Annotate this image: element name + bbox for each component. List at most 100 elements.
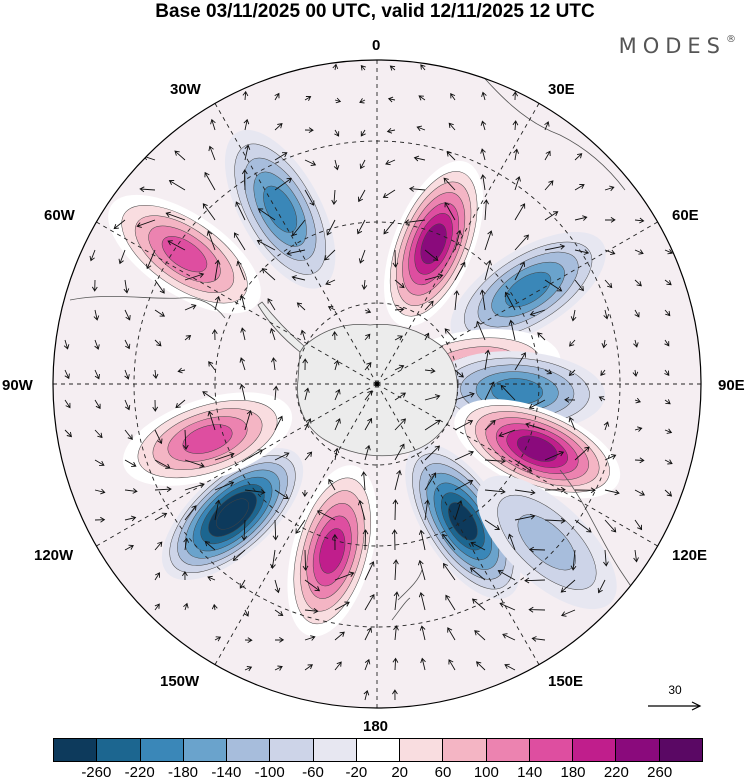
colorbar-tick-label: 140 <box>517 764 543 781</box>
wind-arrow <box>446 151 456 161</box>
wind-arrow <box>564 397 576 403</box>
wind-arrow <box>484 458 506 464</box>
wind-arrow <box>568 416 576 431</box>
wind-arrow <box>447 627 456 641</box>
wind-arrow <box>274 489 289 499</box>
wind-arrow <box>274 92 280 101</box>
colorbar-tick-label: 20 <box>391 764 408 781</box>
wind-arrow <box>124 488 138 494</box>
lon-label-0: 0 <box>372 37 381 54</box>
wind-arrow <box>634 279 642 287</box>
wind-arrow <box>448 659 456 671</box>
meridian-line <box>376 221 658 385</box>
wind-arrow <box>601 339 608 349</box>
wind-arrow <box>207 575 216 582</box>
south-america-outline <box>69 295 226 319</box>
wind-arrow <box>241 169 248 191</box>
wind-arrow <box>304 664 313 671</box>
wind-arrow <box>392 249 399 268</box>
colorbar-tick-label: -220 <box>124 764 155 781</box>
wind-arrow <box>633 549 639 563</box>
wind-arrow <box>386 127 396 134</box>
wind-arrow <box>273 385 279 401</box>
wind-arrow <box>295 519 306 534</box>
wind-arrow <box>94 429 103 439</box>
wind-arrow <box>236 260 246 281</box>
wind-arrow <box>239 579 246 589</box>
wind-arrow <box>634 217 645 224</box>
lon-label-60e: 60E <box>672 207 699 224</box>
wind-arrow <box>504 663 516 671</box>
wind-arrow <box>302 549 309 571</box>
wind-arrow <box>391 529 398 551</box>
wind-arrow <box>244 637 253 643</box>
map-border <box>52 59 702 709</box>
wind-arrow <box>603 549 609 567</box>
lon-label-150w: 150W <box>160 673 200 690</box>
wind-arrow <box>417 559 426 581</box>
lon-label-90w: 90W <box>2 377 33 394</box>
wind-arrow <box>357 499 366 521</box>
wind-arrow <box>544 243 566 251</box>
wind-arrow <box>481 91 487 101</box>
wind-arrow <box>470 541 486 551</box>
wind-arrow <box>356 219 366 235</box>
wind-arrow <box>383 219 396 235</box>
wind-arrow <box>94 516 106 523</box>
wind-arrow <box>154 459 171 469</box>
anomaly-center-9 <box>108 194 261 314</box>
wind-arrow <box>272 519 279 541</box>
wind-arrow <box>507 533 516 551</box>
wind-arrow <box>332 63 339 71</box>
wind-arrow <box>146 249 156 270</box>
wind-arrow <box>633 339 639 348</box>
wind-arrow <box>184 459 205 468</box>
wind-arrow <box>364 593 375 611</box>
wind-vectors <box>63 63 673 701</box>
map-title: Base 03/11/2025 00 UTC, valid 12/11/2025… <box>155 1 595 22</box>
wind-arrow <box>267 298 276 311</box>
colorbar-swatch-8 <box>400 739 444 761</box>
wind-arrow <box>274 637 285 643</box>
wind-arrow <box>498 429 516 438</box>
wind-arrow <box>214 259 221 281</box>
wind-arrow <box>211 603 218 611</box>
meridian-line <box>96 383 378 547</box>
wind-arrow <box>94 488 106 495</box>
wind-arrow <box>484 230 493 251</box>
lon-label-180: 180 <box>363 718 389 735</box>
wind-arrow <box>274 609 284 616</box>
wind-arrow <box>574 279 584 292</box>
wind-arrow <box>364 362 372 371</box>
wind-arrow <box>274 123 283 131</box>
wind-arrow <box>512 91 519 101</box>
colorbar-tick-label: -140 <box>211 764 242 781</box>
wind-arrow <box>512 120 519 131</box>
meridian-line <box>214 383 378 665</box>
wind-arrow <box>175 399 186 409</box>
wind-arrow <box>444 328 456 341</box>
wind-arrow <box>479 289 486 311</box>
wind-arrow <box>389 65 396 71</box>
wind-arrow <box>394 279 405 289</box>
lon-label-150e: 150E <box>548 673 584 690</box>
wind-arrow <box>484 519 500 530</box>
wind-arrow <box>664 279 672 286</box>
wind-arrow <box>544 121 550 131</box>
wind-arrow <box>394 443 405 461</box>
wind-arrow <box>392 689 398 701</box>
colorbar-tick-label: -20 <box>345 764 368 781</box>
wind-arrow <box>454 369 464 378</box>
wind-arrow <box>502 633 516 641</box>
wind-arrow <box>235 201 246 221</box>
wind-arrow <box>300 329 306 341</box>
colorbar-tick-label: -180 <box>167 764 199 781</box>
wind-arrow <box>634 457 645 464</box>
wind-arrow <box>604 185 615 192</box>
wind-arrow <box>664 399 671 405</box>
wind-arrow <box>664 428 673 434</box>
wind-arrow <box>124 309 131 321</box>
wind-arrow <box>274 579 281 594</box>
colorbar-swatch-9 <box>443 739 487 761</box>
wind-arrow <box>332 533 338 551</box>
